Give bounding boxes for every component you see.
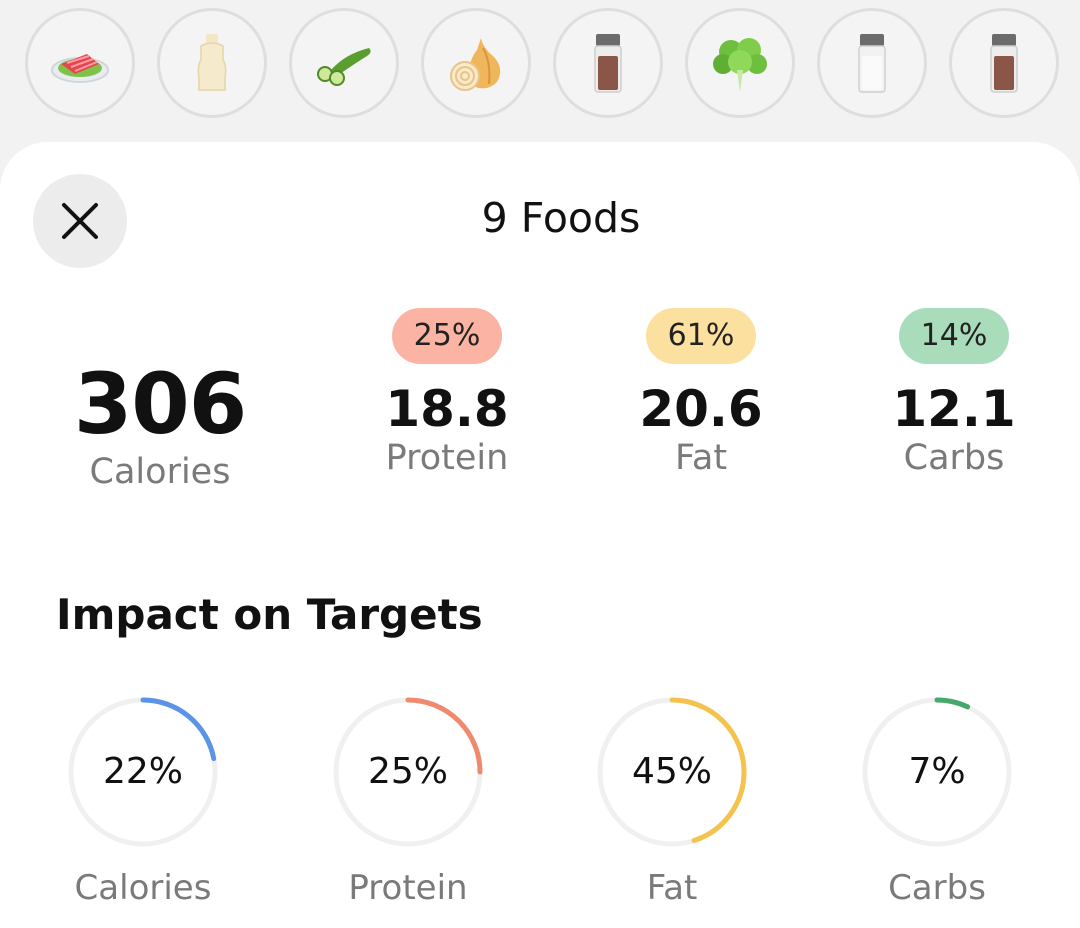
ring-label: Protein (348, 868, 468, 908)
onion-icon (450, 38, 501, 91)
sheet-title: 9 Foods (481, 194, 641, 242)
ring-progress-arc (68, 697, 218, 847)
fat-value: 20.6 (639, 380, 763, 438)
protein-summary: 25% 18.8 Protein (327, 308, 567, 478)
food-item-salt[interactable] (817, 8, 927, 118)
salt-shaker-icon (858, 34, 886, 93)
ring-percent: 7% (908, 751, 966, 792)
close-icon (62, 203, 98, 239)
ring-percent: 45% (631, 751, 712, 792)
lettuce-icon (713, 38, 767, 92)
carbs-label: Carbs (903, 438, 1005, 478)
protein-label: Protein (385, 438, 509, 478)
progress-ring: 22% (65, 694, 221, 850)
ring-progress-arc (333, 697, 483, 847)
food-item-spice-2[interactable] (949, 8, 1059, 118)
food-item-spice-1[interactable] (553, 8, 663, 118)
ring-label: Calories (74, 868, 212, 908)
ring-progress-arc (862, 697, 1012, 847)
fat-percent-badge: 61% (645, 308, 757, 364)
food-item-onion[interactable] (421, 8, 531, 118)
spice-jar-brown-icon (990, 34, 1018, 93)
impact-ring-fat: 45% Fat (572, 694, 772, 908)
progress-ring: 7% (859, 694, 1015, 850)
ring-label: Fat (646, 868, 698, 908)
food-item-lettuce[interactable] (685, 8, 795, 118)
food-summary-sheet: 9 Foods 306 Calories 25% 18.8 Protein 61… (0, 142, 1080, 928)
ring-label: Carbs (888, 868, 986, 908)
food-item-salmon[interactable] (25, 8, 135, 118)
cucumber-icon (317, 48, 371, 86)
close-button[interactable] (33, 174, 127, 268)
salmon-plate-icon (51, 54, 109, 83)
impact-ring-protein: 25% Protein (308, 694, 508, 908)
food-item-cucumber[interactable] (289, 8, 399, 118)
fat-summary: 61% 20.6 Fat (581, 308, 821, 478)
mayo-bottle-icon (197, 34, 227, 91)
ring-percent: 25% (367, 751, 448, 792)
spice-jar-brown-icon (594, 34, 622, 93)
calories-summary: 306 Calories (40, 356, 280, 492)
calories-value: 306 (73, 355, 247, 453)
carbs-value: 12.1 (892, 380, 1016, 438)
progress-ring: 45% (594, 694, 750, 850)
carbs-summary: 14% 12.1 Carbs (834, 308, 1074, 478)
ring-progress-arc (597, 697, 747, 847)
food-strip (0, 0, 1080, 150)
food-item-mayo[interactable] (157, 8, 267, 118)
ring-percent: 22% (102, 751, 183, 792)
calories-label: Calories (89, 452, 231, 492)
impact-section-title: Impact on Targets (56, 590, 483, 639)
fat-label: Fat (674, 438, 728, 478)
impact-ring-calories: 22% Calories (43, 694, 243, 908)
protein-value: 18.8 (385, 380, 509, 438)
protein-percent-badge: 25% (391, 308, 503, 364)
carbs-percent-badge: 14% (898, 308, 1010, 364)
impact-ring-carbs: 7% Carbs (837, 694, 1037, 908)
progress-ring: 25% (330, 694, 486, 850)
